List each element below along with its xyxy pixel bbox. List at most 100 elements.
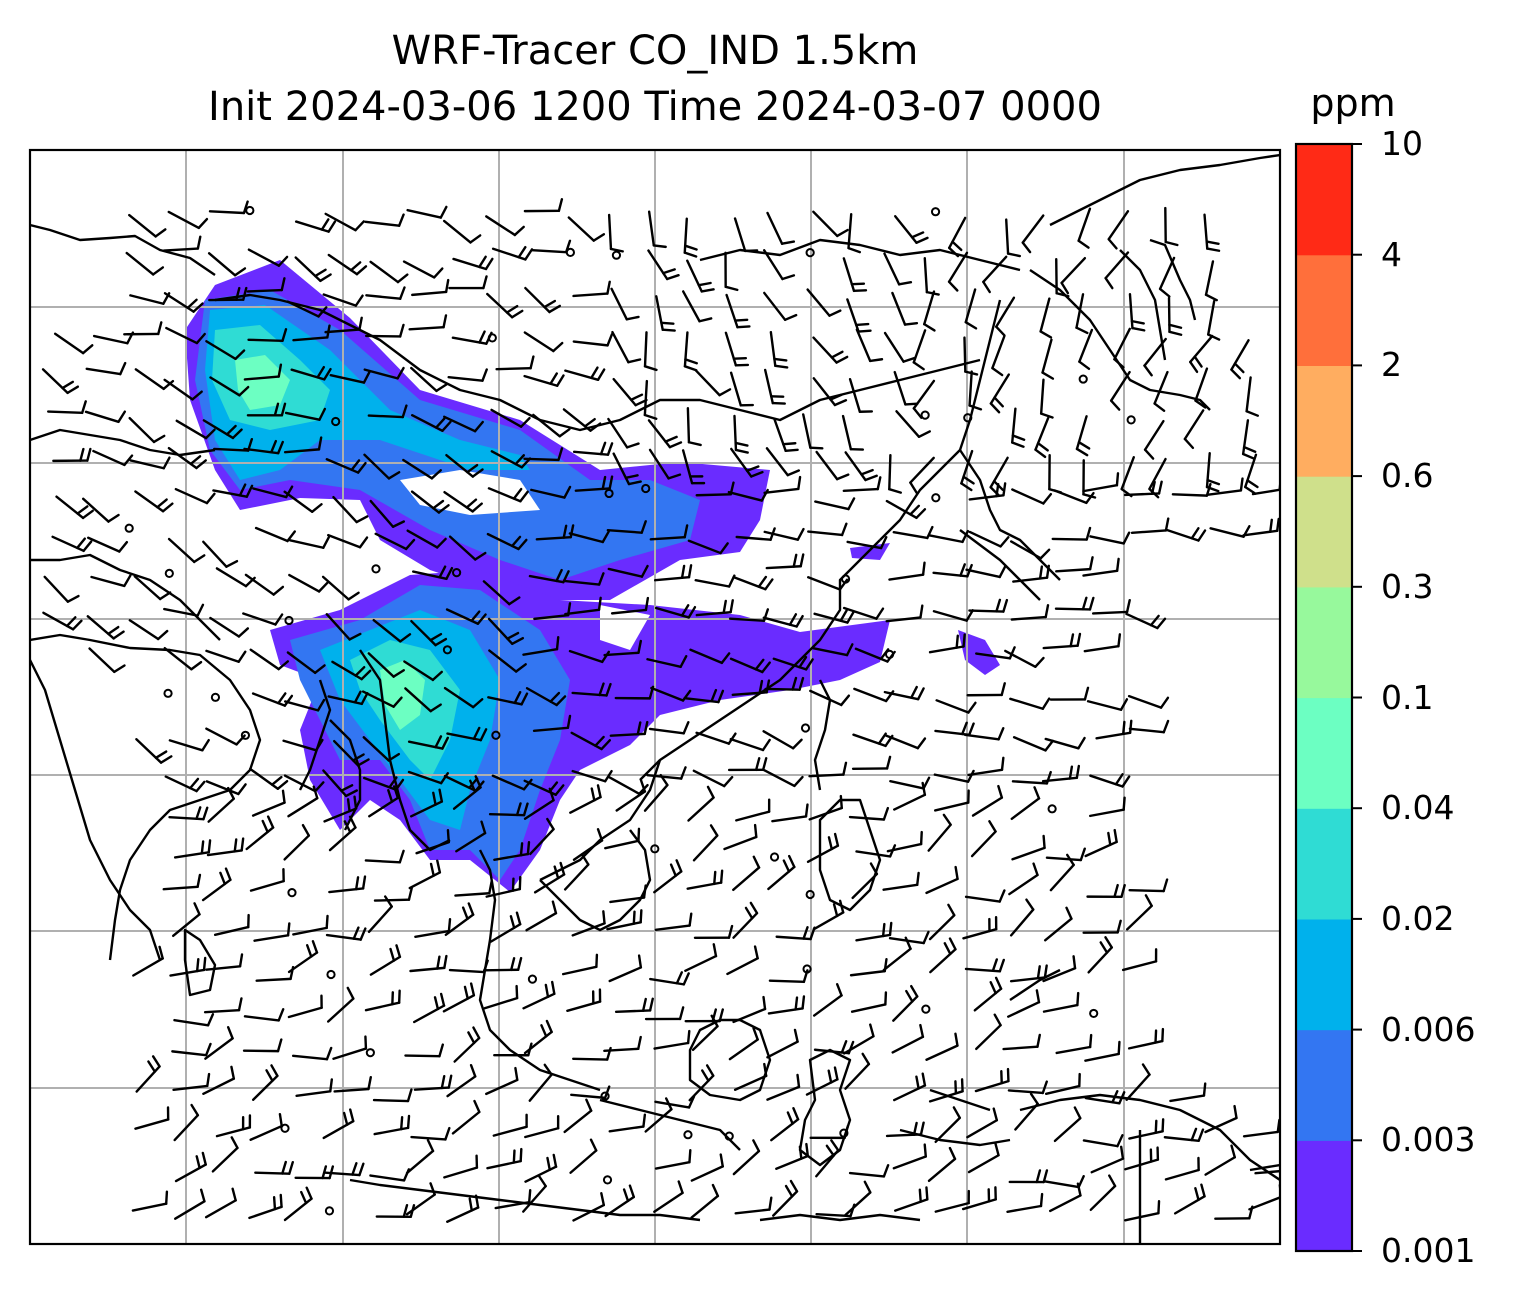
wind-barb <box>681 449 706 485</box>
wind-barb <box>528 1063 553 1102</box>
wind-barb <box>443 415 484 433</box>
wind-barb <box>733 1062 768 1091</box>
wind-barb <box>1010 604 1050 621</box>
wind-barb <box>1044 736 1086 750</box>
wind-barb <box>934 1189 970 1213</box>
wind-barb <box>171 1042 212 1057</box>
wind-barb <box>125 251 165 276</box>
wind-barb <box>1164 1156 1200 1181</box>
wind-barb <box>165 326 206 345</box>
colorbar-tick-label: 0.04 <box>1381 788 1455 828</box>
wind-barb <box>488 802 529 817</box>
wind-barb <box>324 316 363 334</box>
wind-barb <box>693 924 734 940</box>
wind-barb <box>763 475 802 495</box>
wind-barb <box>1043 906 1073 942</box>
wind-barb <box>608 954 643 983</box>
wind-barb <box>291 1046 333 1061</box>
wind-barb <box>766 1073 801 1101</box>
wind-barb <box>574 475 614 492</box>
wind-barb <box>283 436 323 454</box>
wind-barb <box>609 720 649 737</box>
wind-barb <box>208 200 249 215</box>
wind-barb <box>201 867 232 902</box>
wind-barb <box>1009 540 1051 560</box>
wind-barb <box>1008 1169 1049 1184</box>
wind-barb <box>174 1188 206 1220</box>
wind-barb <box>1082 557 1120 577</box>
colorbar-segment <box>1296 697 1352 809</box>
wind-barb <box>243 363 283 381</box>
wind-barb <box>485 215 525 237</box>
wind-barb <box>1169 1082 1207 1103</box>
wind-barb <box>41 368 80 395</box>
wind-barb <box>242 1038 283 1053</box>
calm-barb <box>931 493 941 503</box>
wind-barb <box>1084 1090 1126 1105</box>
wind-barb <box>491 245 534 261</box>
wind-barb <box>762 249 796 281</box>
wind-barb <box>962 915 998 940</box>
wind-barb <box>452 255 494 271</box>
calm-barb <box>920 410 930 420</box>
wind-barb <box>1075 293 1089 335</box>
wind-barb <box>891 291 919 326</box>
wind-barb <box>204 1026 234 1060</box>
wind-barb <box>413 1074 453 1091</box>
wind-barb <box>135 1055 161 1093</box>
wind-barb <box>247 248 289 267</box>
calm-barb <box>442 645 453 655</box>
wind-barb <box>531 239 572 254</box>
wind-barb <box>85 361 127 376</box>
coastline-segment <box>30 633 262 961</box>
wind-barb <box>369 499 406 528</box>
wind-barb <box>454 880 493 897</box>
wind-barb <box>815 1139 840 1178</box>
wind-barb <box>443 686 484 709</box>
wind-barb <box>775 1142 810 1170</box>
wind-barb <box>812 899 845 931</box>
wind-barb <box>322 769 358 798</box>
wind-barb <box>134 1106 170 1130</box>
colorbar-segment <box>1296 918 1352 1031</box>
wind-barb <box>653 1029 691 1050</box>
wind-barb <box>525 687 567 707</box>
wind-barb <box>443 1154 479 1179</box>
wind-barb <box>1089 531 1131 545</box>
wind-barb <box>1254 1169 1280 1175</box>
wind-barb <box>606 520 647 534</box>
wind-barb <box>568 649 611 664</box>
wind-barb <box>763 291 798 321</box>
coastline-segment <box>30 428 216 457</box>
colorbar <box>1294 142 1362 1253</box>
wind-barb <box>408 314 448 331</box>
wind-barb <box>485 1066 519 1096</box>
wind-barb <box>763 769 804 788</box>
calm-barb <box>611 250 622 260</box>
calm-barb <box>805 248 815 258</box>
wind-barb <box>288 573 329 593</box>
wind-barb <box>1143 419 1165 460</box>
wind-barb <box>694 574 736 588</box>
wind-barb <box>806 288 842 317</box>
wind-barb <box>569 1138 598 1174</box>
coastline-segment <box>1019 1093 1280 1181</box>
wind-barb <box>82 497 120 523</box>
wind-barb <box>411 278 450 297</box>
wind-barb <box>524 1115 560 1139</box>
wind-barb <box>968 482 1007 501</box>
wind-barb <box>1077 207 1092 249</box>
wind-barb <box>1214 1205 1254 1220</box>
wind-barb <box>486 292 524 319</box>
wind-barb <box>129 456 171 470</box>
wind-barb <box>849 958 888 977</box>
wind-barb <box>695 599 734 617</box>
coastline-segment <box>1009 968 1061 1001</box>
wind-barb <box>532 413 571 438</box>
wind-barb <box>1207 299 1221 341</box>
wind-barb <box>485 875 522 898</box>
wind-barb <box>407 770 450 785</box>
wind-barb <box>1082 459 1097 499</box>
wind-barb <box>523 1019 553 1055</box>
calm-barb <box>124 523 134 533</box>
